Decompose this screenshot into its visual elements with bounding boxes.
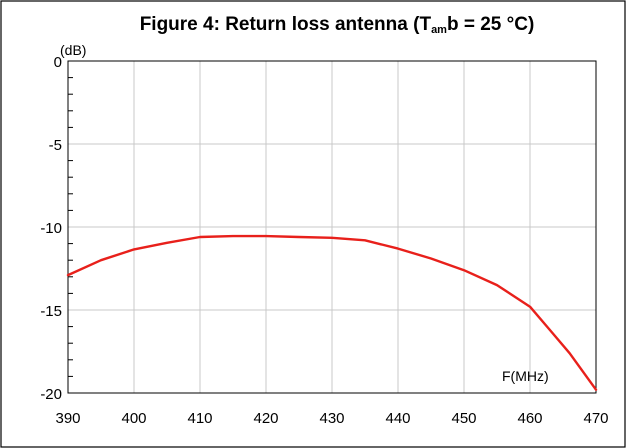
x-tick-label: 410 bbox=[187, 410, 212, 427]
y-tick-labels: 0 -5 -10 -15 -20 bbox=[40, 54, 62, 403]
x-tick-label: 400 bbox=[121, 410, 146, 427]
y-tick-label: -5 bbox=[49, 137, 62, 154]
x-tick-label: 420 bbox=[253, 410, 278, 427]
x-axis-unit-label: F(MHz) bbox=[502, 368, 549, 384]
y-tick-label: -10 bbox=[40, 220, 62, 237]
x-tick-label: 440 bbox=[385, 410, 410, 427]
y-tick-label: -20 bbox=[40, 386, 62, 403]
x-tick-label: 390 bbox=[55, 410, 80, 427]
x-tick-label: 470 bbox=[583, 410, 608, 427]
chart-title-prefix: Figure 4: Return loss antenna (T bbox=[140, 14, 432, 35]
x-tick-labels: 390 400 410 420 430 440 450 460 470 bbox=[55, 410, 608, 427]
plot-area-border bbox=[67, 60, 597, 394]
chart-title-subscript: am bbox=[431, 24, 447, 36]
y-minor-ticks bbox=[68, 77, 73, 377]
x-tick-label: 460 bbox=[517, 410, 542, 427]
chart-title-suffix: b = 25 °C) bbox=[447, 14, 534, 35]
x-tick-label: 430 bbox=[319, 410, 344, 427]
y-axis-unit-label: (dB) bbox=[60, 42, 86, 58]
x-tick-label: 450 bbox=[451, 410, 476, 427]
y-tick-label: -15 bbox=[40, 303, 62, 320]
return-loss-series-line bbox=[66, 234, 598, 391]
y-tick-label: 0 bbox=[54, 54, 62, 71]
series-layer bbox=[66, 234, 598, 391]
chart-title: Figure 4: Return loss antenna (Tamb = 25… bbox=[140, 14, 535, 36]
grid-lines bbox=[68, 61, 596, 393]
